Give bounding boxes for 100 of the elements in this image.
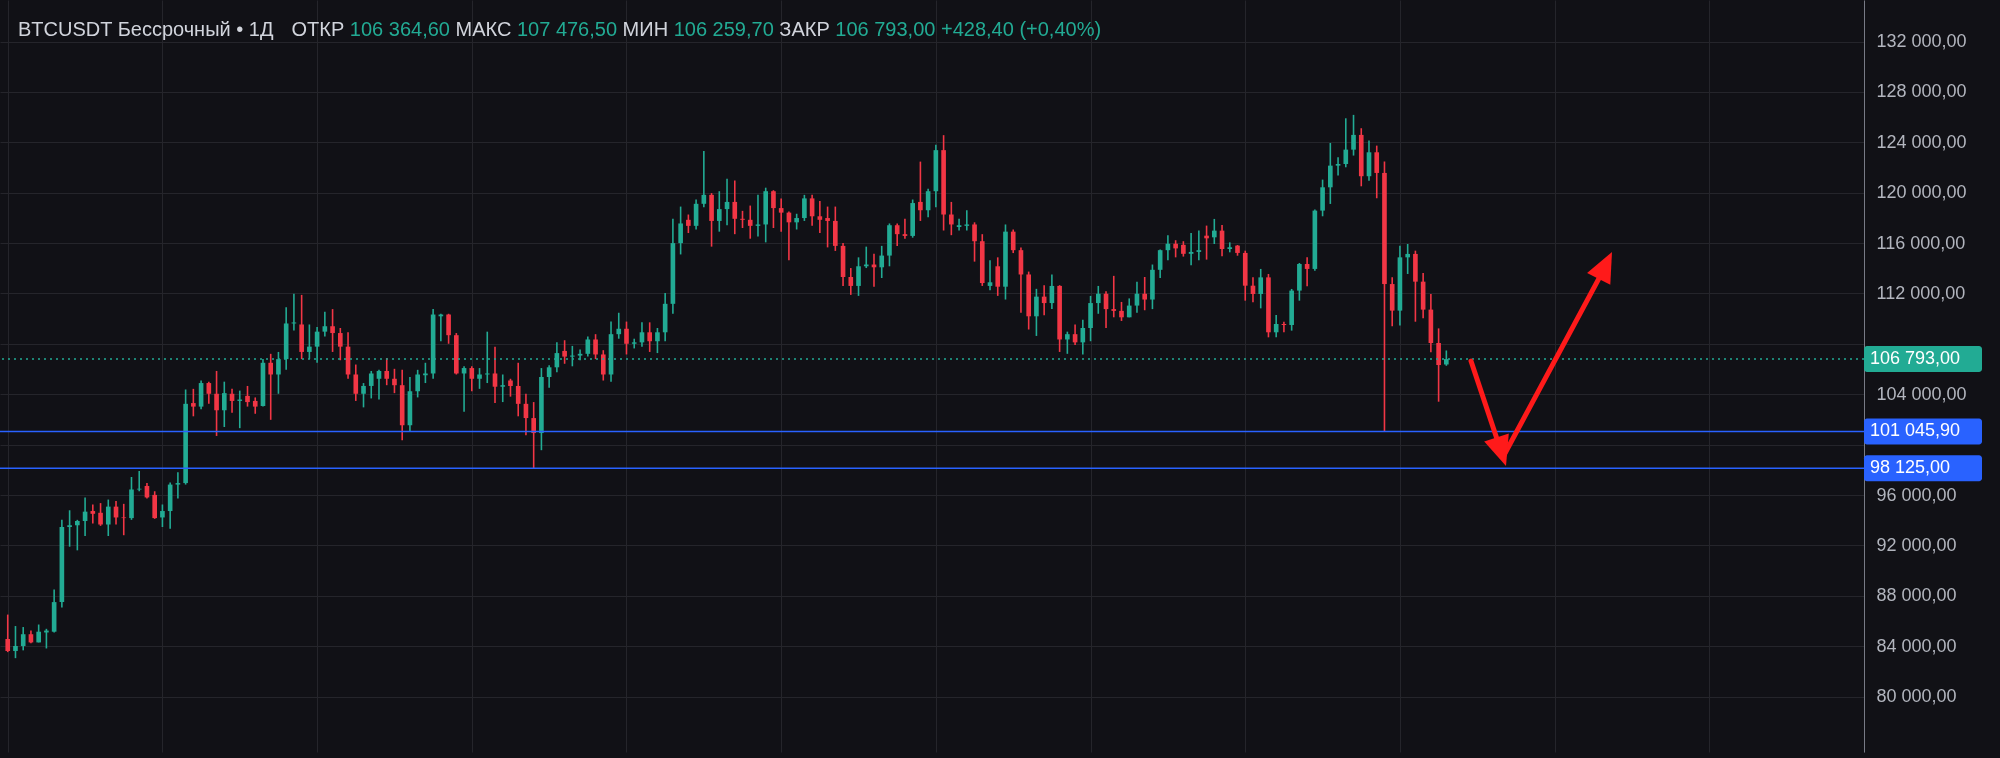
text: BTCUSDT Бессрочный • 1Д (18, 18, 274, 40)
candlestick (1119, 301, 1124, 322)
candlestick (616, 311, 622, 340)
candlestick (848, 267, 854, 296)
candlestick (817, 200, 823, 234)
candlestick (268, 353, 274, 421)
candlestick (647, 321, 653, 353)
candlestick (477, 367, 482, 390)
candlestick (894, 222, 900, 247)
text: ОТКР 106 364,60 МАКС 107 476,50 МИН 106 259,70 ЗАКР 106 793,00 +428,40 (+0,40%) (291, 18, 1102, 40)
candlestick (949, 201, 954, 236)
candlestick (13, 625, 18, 659)
y-tick-label: 84 000,00 (1876, 635, 1957, 656)
candlestick (423, 361, 428, 384)
candlestick (964, 209, 970, 232)
candlestick (1227, 241, 1233, 254)
candlestick (1374, 144, 1380, 200)
candlestick (825, 205, 830, 249)
candlestick (322, 310, 328, 338)
candlestick (918, 160, 923, 222)
candlestick (90, 503, 96, 525)
y-tick-label: 124 000,00 (1876, 131, 1967, 152)
candlestick (1142, 276, 1148, 312)
candlestick (1351, 114, 1356, 157)
candlestick (492, 345, 498, 404)
ref-line-label: 101 045,90 (1870, 420, 1961, 441)
candlestick (175, 471, 181, 500)
y-tick-label: 92 000,00 (1876, 534, 1957, 555)
candlestick (5, 613, 11, 653)
candlestick (956, 218, 962, 232)
y-tick-label: 80 000,00 (1876, 686, 1957, 707)
candlestick (600, 349, 606, 382)
candlestick (353, 363, 359, 402)
candlestick (20, 626, 26, 652)
y-tick-label: 104 000,00 (1876, 383, 1967, 404)
candlestick (1335, 156, 1341, 177)
candlestick (732, 179, 738, 235)
candlestick (1328, 142, 1333, 205)
candlestick (778, 197, 784, 233)
candlestick (531, 401, 536, 470)
candlestick (469, 365, 475, 393)
candlestick (515, 361, 521, 418)
candlestick (361, 382, 366, 409)
candlestick (655, 327, 660, 354)
candlestick (1111, 275, 1117, 319)
candlestick (1095, 285, 1101, 315)
candlestick (1405, 243, 1410, 275)
y-tick-label: 96 000,00 (1876, 484, 1957, 505)
candlestick (191, 388, 196, 418)
candlestick (446, 312, 451, 345)
candlestick (245, 385, 250, 408)
y-tick-label: 132 000,00 (1876, 31, 1967, 52)
candlestick (152, 490, 158, 520)
candlestick (221, 380, 227, 428)
candlestick (995, 256, 1001, 297)
candlestick (338, 327, 343, 362)
candlestick (972, 221, 977, 263)
candlestick (747, 204, 753, 240)
candlestick (75, 519, 80, 552)
candlestick (1320, 178, 1325, 218)
candlestick (160, 503, 165, 528)
candlestick (1273, 314, 1279, 339)
candlestick (384, 357, 390, 386)
y-tick-label: 120 000,00 (1876, 182, 1967, 203)
y-tick-label: 112 000,00 (1876, 282, 1966, 303)
candlestick (67, 509, 72, 548)
candlestick (755, 194, 761, 238)
y-tick-label: 116 000,00 (1876, 232, 1966, 253)
candlestick (856, 256, 861, 297)
candlestick (879, 245, 885, 279)
candlestick (214, 370, 219, 437)
candlestick (1065, 330, 1070, 355)
candlestick (678, 205, 683, 256)
candlestick (1010, 228, 1016, 254)
candlestick (562, 339, 567, 365)
candlestick (500, 373, 506, 403)
candlestick (987, 259, 993, 292)
candlestick (392, 368, 397, 394)
ref-line-label: 106 793,00 (1870, 348, 1961, 369)
candlestick (624, 320, 629, 356)
ref-line-label: 98 125,00 (1870, 457, 1951, 478)
candlestick (105, 498, 111, 537)
candlestick (330, 308, 335, 353)
y-tick-label: 88 000,00 (1876, 585, 1957, 606)
candlestick (1436, 327, 1441, 403)
candlestick (1034, 288, 1039, 337)
candlestick (1211, 218, 1217, 245)
candlestick (368, 370, 374, 400)
candlestick (1258, 268, 1264, 310)
candlestick (585, 335, 591, 358)
candlestick (1343, 117, 1349, 169)
candlestick (98, 502, 103, 527)
candlestick (716, 190, 722, 233)
y-tick-label: 128 000,00 (1876, 81, 1967, 102)
candlestick (593, 333, 598, 360)
candlestick (686, 213, 691, 234)
candlestick (771, 189, 776, 229)
candlestick (902, 218, 908, 240)
candlestick (121, 503, 127, 537)
candlestick (802, 194, 807, 222)
